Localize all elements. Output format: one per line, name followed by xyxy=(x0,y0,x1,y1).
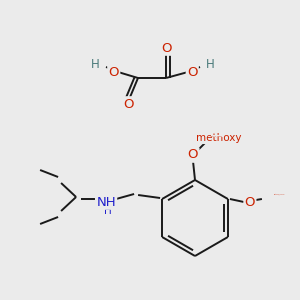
Text: H: H xyxy=(91,58,100,71)
Text: O: O xyxy=(245,196,255,208)
Text: O: O xyxy=(187,65,197,79)
Text: methoxy: methoxy xyxy=(210,135,216,136)
Text: methyl_hidden: methyl_hidden xyxy=(215,137,225,139)
Text: methoxy: methoxy xyxy=(215,136,221,137)
Text: O: O xyxy=(109,65,119,79)
Text: methoxy_hidden: methoxy_hidden xyxy=(211,135,223,137)
Text: methoxy: methoxy xyxy=(216,136,222,137)
Text: methyl2_hidden: methyl2_hidden xyxy=(274,193,285,195)
Text: O: O xyxy=(161,41,171,55)
Text: O: O xyxy=(123,98,133,110)
Text: H: H xyxy=(206,58,215,71)
Text: H: H xyxy=(104,206,112,216)
Text: O: O xyxy=(188,148,198,161)
Text: NH: NH xyxy=(96,196,116,208)
Text: methoxy: methoxy xyxy=(196,133,242,143)
